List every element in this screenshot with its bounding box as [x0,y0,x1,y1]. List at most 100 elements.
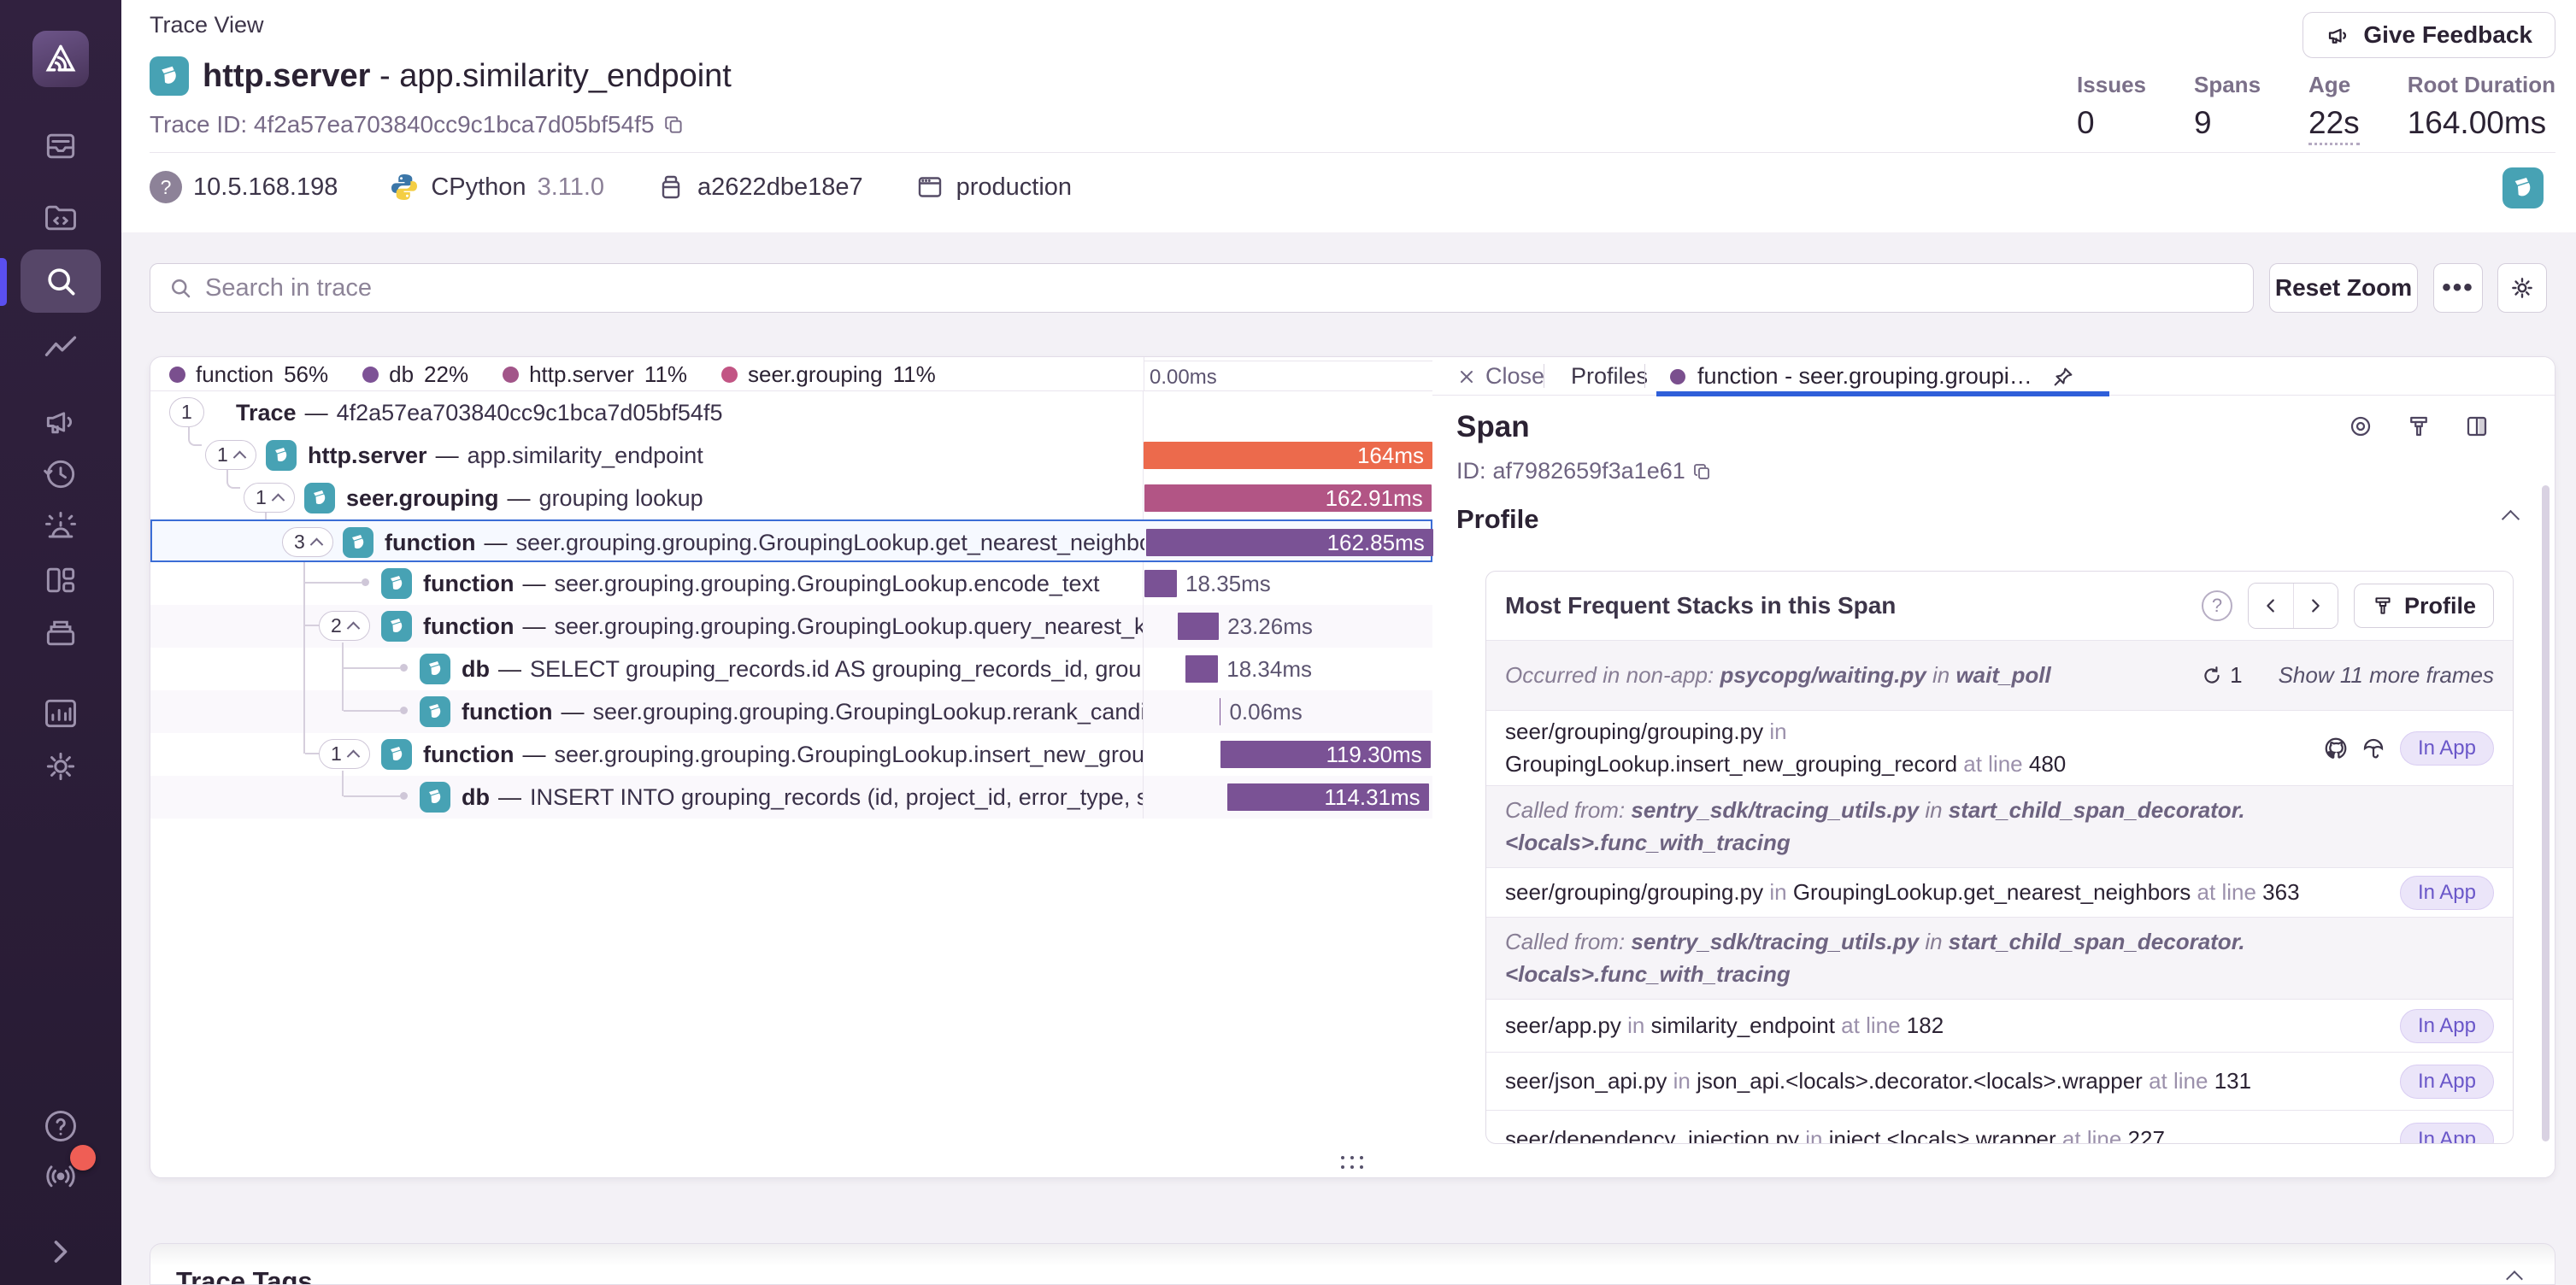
duration-bar[interactable] [1144,570,1178,597]
close-tab-button[interactable]: Close [1456,357,1544,396]
next-stack-button[interactable] [2292,584,2338,628]
profile-section-header[interactable]: Profile [1456,504,1539,534]
trace-tags-title: Trace Tags [176,1266,313,1285]
help-circle-icon[interactable] [41,1106,80,1146]
chevron-up-icon[interactable] [2506,1270,2523,1284]
duration-label: 119.30ms [1326,741,1422,767]
duration-bar[interactable]: 162.85ms [1146,529,1433,556]
sentry-logo-icon[interactable] [32,31,89,87]
duration-bar[interactable]: 114.31ms [1227,783,1429,811]
duration-bar[interactable] [1178,613,1220,640]
frequent-stacks-card: Most Frequent Stacks in this Span ? Prof… [1485,571,2514,1144]
prev-stack-button[interactable] [2248,584,2293,628]
panel-drag-handle[interactable] [1340,1156,1365,1171]
profiling-funnel-icon[interactable] [2406,414,2432,439]
megaphone-icon [2329,28,2347,44]
span-row-db-insert[interactable]: db — INSERT INTO grouping_records (id, pro… [150,776,1432,819]
feedback-megaphone-icon[interactable] [41,402,80,441]
show-more-frames-link[interactable]: Show 11 more frames [2278,662,2494,688]
trace-waterfall-panel: function 56% db 22% http.server 11% seer.gr… [150,356,2555,1178]
tree-connector [303,557,305,754]
give-feedback-button[interactable]: Give Feedback [2303,12,2555,58]
profile-button[interactable]: Profile [2353,584,2494,628]
stack-frame-row[interactable]: seer/grouping/grouping.py in GroupingLoo… [1486,710,2513,785]
projects-folder-icon[interactable] [41,198,80,238]
reset-zoom-button[interactable]: Reset Zoom [2269,263,2418,313]
meta-server[interactable]: a2622dbe18e7 [656,172,863,202]
span-row-rerank-candidates[interactable]: function — seer.grouping.grouping.Grouping… [150,690,1432,733]
duration-bar[interactable]: 164ms [1144,442,1432,469]
trace-tags-card[interactable]: Trace Tags [150,1243,2555,1285]
children-count-pill[interactable]: 1 [319,739,370,769]
detail-scrollbar-thumb[interactable] [2542,485,2550,1141]
search-input[interactable] [205,273,2236,302]
project-icon[interactable] [2502,167,2544,208]
duration-bar[interactable]: 119.30ms [1220,741,1431,768]
duration-label: 164ms [1356,442,1424,468]
frequent-stacks-header: Most Frequent Stacks in this Span ? Prof… [1486,572,2513,640]
split-columns-icon[interactable] [2464,414,2490,439]
tree-connector-dot [400,664,408,672]
stat-value: 164.00ms [2407,105,2547,140]
children-count-pill[interactable]: 2 [319,611,370,641]
chevron-up-icon[interactable] [2501,509,2520,529]
page-title: Trace View [150,12,264,38]
alerts-siren-icon[interactable] [41,508,80,547]
issues-inbox-icon[interactable] [41,126,80,166]
copy-icon[interactable] [663,114,685,136]
trace-settings-button[interactable] [2497,263,2547,313]
stack-called-from-row: Called from: sentry_sdk/tracing_utils.py… [1486,917,2513,999]
stack-frame-row[interactable]: seer/dependency_injection.py in inject.<… [1486,1110,2513,1143]
releases-archive-icon[interactable] [41,613,80,653]
stack-frame-row[interactable]: seer/app.py in similarity_endpoint at li… [1486,999,2513,1052]
sidebar-collapse-chevron-icon[interactable] [41,1232,80,1271]
trace-title-desc: app.similarity_endpoint [399,57,732,94]
codecov-umbrella-icon[interactable] [2361,736,2386,761]
span-op-icon [266,440,297,471]
span-row-get-nearest-neighbors-selected[interactable]: 3 function — seer.grouping.grouping.Groupi… [150,519,1433,562]
stack-frame-row[interactable]: seer/grouping/grouping.py in GroupingLoo… [1486,867,2513,917]
whats-new-broadcast-icon[interactable] [41,1155,80,1194]
replays-clock-icon[interactable] [41,455,80,494]
stat-value: 0 [2077,105,2095,140]
meta-environment[interactable]: production [915,172,1072,202]
span-row-seer-grouping[interactable]: 1 seer.grouping — grouping lookup 162.91ms [150,477,1432,519]
more-options-button[interactable]: ••• [2433,263,2483,313]
stats-chart-icon[interactable] [41,694,80,733]
tab-active-span[interactable]: function - seer.grouping.grouping.G… [1656,357,2109,396]
stat-value[interactable]: 22s [2308,105,2360,145]
in-app-badge: In App [2399,875,2494,910]
children-count-pill[interactable]: 1 [205,440,256,470]
meta-runtime[interactable]: CPython 3.11.0 [389,172,604,202]
children-count-pill[interactable]: 1 [169,397,204,427]
tree-connector [226,470,240,489]
stack-context-row[interactable]: Occurred in non-app: psycopg/waiting.py … [1486,640,2513,710]
focus-icon[interactable] [2348,414,2373,439]
copy-icon[interactable] [1692,461,1713,482]
window-icon [918,177,941,197]
span-op-icon [304,483,335,513]
tab-profiles[interactable]: Profiles [1571,363,1649,389]
duration-label: 18.34ms [1226,655,1312,682]
span-row-http-server[interactable]: 1 http.server — app.similarity_endpoint 16… [150,434,1432,477]
explore-search-icon[interactable] [21,249,101,313]
github-icon[interactable] [2323,736,2349,761]
span-row-insert-new-grouping-record[interactable]: 1 function — seer.grouping.grouping.Groupi… [150,733,1432,776]
pin-icon[interactable] [2051,365,2075,389]
stat-root-duration: Root Duration 164.00ms [2408,72,2555,145]
meta-user[interactable]: ? 10.5.168.198 [150,171,338,203]
span-row-trace[interactable]: 1 Trace —4f2a57ea703840cc9c1bca7d05bf54f5 [150,391,1432,434]
help-icon[interactable]: ? [2201,590,2232,621]
children-count-pill[interactable]: 3 [282,527,333,557]
dashboards-layout-icon[interactable] [41,560,80,600]
span-row-db-select[interactable]: db — SELECT grouping_records.id AS groupin… [150,648,1432,690]
children-count-pill[interactable]: 1 [244,483,295,513]
duration-bar[interactable] [1185,655,1219,683]
duration-cell: 23.26ms [1144,605,1432,648]
metrics-zigzag-icon[interactable] [41,329,80,368]
duration-bar[interactable]: 162.91ms [1144,484,1432,512]
span-row-encode-text[interactable]: function — seer.grouping.grouping.Grouping… [150,562,1432,605]
settings-gear-icon[interactable] [41,747,80,786]
stack-frame-row[interactable]: seer/json_api.py in json_api.<locals>.de… [1486,1052,2513,1110]
span-row-query-nearest-k-neighbors[interactable]: 2 function — seer.grouping.grouping.Groupi… [150,605,1432,648]
